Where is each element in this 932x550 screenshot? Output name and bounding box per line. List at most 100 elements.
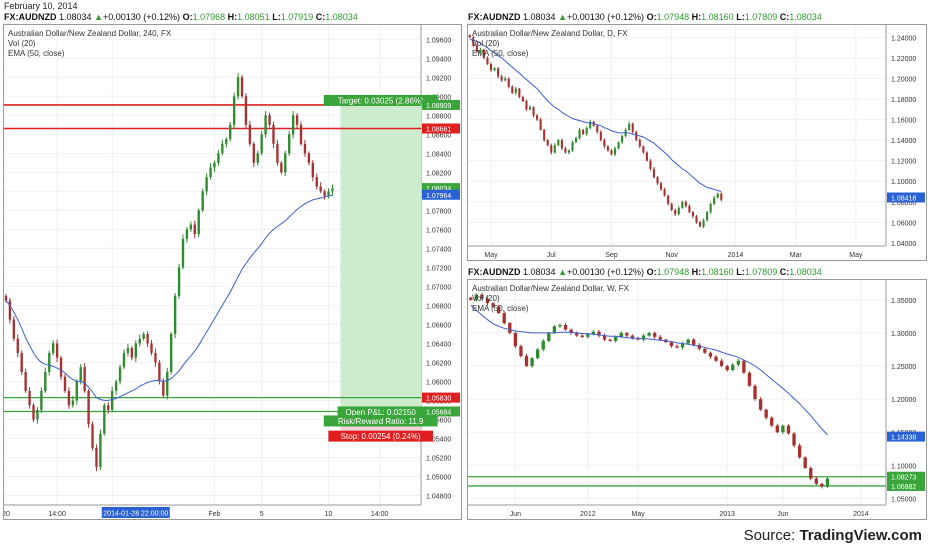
y-tick-label: 1.08200 — [426, 170, 451, 177]
candle-body — [625, 332, 629, 336]
candle-body — [539, 119, 542, 130]
candle-body — [486, 57, 489, 65]
y-tick-label: 1.09600 — [426, 37, 451, 44]
crosshair-date: 2014-01-28 22:00:00 — [103, 511, 168, 518]
last-price: 1.08034 — [59, 12, 92, 22]
y-tick-label: 1.06400 — [426, 341, 451, 348]
candle-body — [500, 76, 503, 81]
candle-body — [688, 205, 691, 213]
close: 1.08034 — [325, 12, 358, 22]
y-tick-label: 1.25000 — [891, 364, 916, 371]
x-tick-label: Jul — [547, 252, 556, 259]
candle-body — [814, 478, 819, 484]
rr-label: Risk/Reward Ratio: 11.9 — [323, 415, 438, 427]
chart-panel-240[interactable]: 1.09600 1.09400 1.09200 1.09000 1.08800 1.086… — [2, 24, 462, 520]
x-tick-label: 2014 — [728, 252, 744, 259]
candle-body — [284, 153, 287, 173]
price-label: 1.08909 — [426, 103, 451, 110]
candle-body — [162, 381, 165, 396]
chart-weekly-svg[interactable]: 1.350001.300001.250001.200001.150001.100… — [468, 280, 926, 519]
low: 1.07809 — [744, 267, 778, 277]
price-label: 1.08273 — [891, 475, 916, 482]
candle-body — [315, 177, 318, 187]
y-tick-label: 1.20000 — [891, 76, 916, 83]
candle-body — [552, 326, 557, 333]
candle-body — [134, 343, 137, 358]
candle-body — [653, 332, 657, 337]
candle-body — [669, 342, 674, 347]
candle-body — [560, 140, 563, 149]
candle-body — [181, 238, 185, 268]
candle-body — [232, 96, 236, 125]
candle-body — [67, 390, 71, 406]
candle-body — [288, 134, 291, 154]
quote-bar-weekly: FX:AUDNZD 1.08034 ▲+0.00130 (+0.12%) O:1… — [468, 267, 822, 277]
candle-body — [557, 140, 560, 146]
price-label: 1.08661 — [426, 127, 451, 134]
candle-body — [479, 49, 482, 52]
candle-body — [107, 405, 110, 410]
high: 1.08051 — [237, 12, 270, 22]
x-tick-label: 10 — [325, 511, 333, 518]
candle-body — [71, 400, 75, 406]
x-tick-label: Feb — [208, 511, 220, 518]
chart-panel-weekly[interactable]: 1.350001.300001.250001.200001.150001.100… — [467, 279, 927, 520]
candle-body — [252, 143, 255, 163]
candle-body — [619, 332, 623, 337]
candle-body — [803, 457, 807, 468]
candle-body — [645, 152, 648, 161]
candle-body — [240, 77, 244, 97]
chart-240-svg[interactable]: 1.09600 1.09400 1.09200 1.09000 1.08800 1.086… — [2, 25, 461, 519]
x-tick-label: 20 — [4, 511, 10, 518]
candle-body — [698, 222, 702, 227]
y-tick-label: 1.12000 — [891, 159, 916, 166]
source-prefix: Source: — [743, 527, 800, 544]
candle-body — [631, 123, 634, 132]
y-tick-label: 1.07000 — [426, 284, 451, 291]
candle-body — [111, 390, 114, 410]
candle-body — [504, 78, 507, 81]
rr-label-text: Risk/Reward Ratio: 11.9 — [338, 417, 424, 426]
candle-body — [781, 425, 785, 433]
candle-body — [614, 336, 618, 341]
candle-body — [695, 216, 698, 223]
target-zone — [340, 104, 421, 412]
y-tick-label: 1.05200 — [426, 455, 451, 462]
y-tick-label: 1.06800 — [426, 303, 451, 310]
candle-body — [272, 124, 275, 144]
y-tick-label: 1.08400 — [426, 151, 451, 158]
candle-body — [641, 335, 646, 340]
price-label: 1.08418 — [891, 196, 916, 203]
price-label-bg — [422, 183, 460, 194]
target-label: Target: 0.03025 (2.86%) — [323, 94, 438, 106]
price-label-bg — [422, 406, 460, 417]
candle-body — [742, 360, 746, 373]
y-tick-label: 1.05400 — [426, 436, 451, 443]
candle-body — [708, 352, 713, 357]
candle-body — [513, 332, 518, 347]
x-tick-label: 2014 — [853, 511, 869, 518]
candle-body — [264, 115, 267, 135]
price-label: 1.07964 — [426, 193, 451, 200]
candle-body — [530, 358, 534, 367]
candle-body — [170, 333, 173, 372]
change: +0.00130 (+0.12%) — [567, 267, 645, 277]
candle-body — [299, 124, 303, 144]
chart-daily-svg[interactable]: 1.24000 1.22000 1.20000 1.18000 1.16000 1.140… — [468, 25, 926, 260]
high: 1.08160 — [701, 12, 734, 22]
price-label-bg — [422, 123, 460, 134]
candle-body — [820, 483, 824, 487]
open: 1.07968 — [192, 12, 226, 22]
candle-body — [684, 201, 687, 206]
candle-body — [809, 467, 813, 479]
chart-panel-daily[interactable]: 1.24000 1.22000 1.20000 1.18000 1.16000 1.140… — [467, 24, 927, 261]
candle-body — [825, 478, 830, 487]
candle-body — [697, 344, 701, 349]
candle-body — [603, 140, 606, 147]
rr-label-bg — [323, 415, 438, 427]
candle-body — [280, 162, 283, 173]
y-tick-label: 1.05000 — [891, 496, 916, 503]
symbol: FX:AUDNZD — [468, 267, 521, 277]
candle-body — [260, 134, 263, 154]
last-price: 1.08034 — [523, 12, 556, 22]
